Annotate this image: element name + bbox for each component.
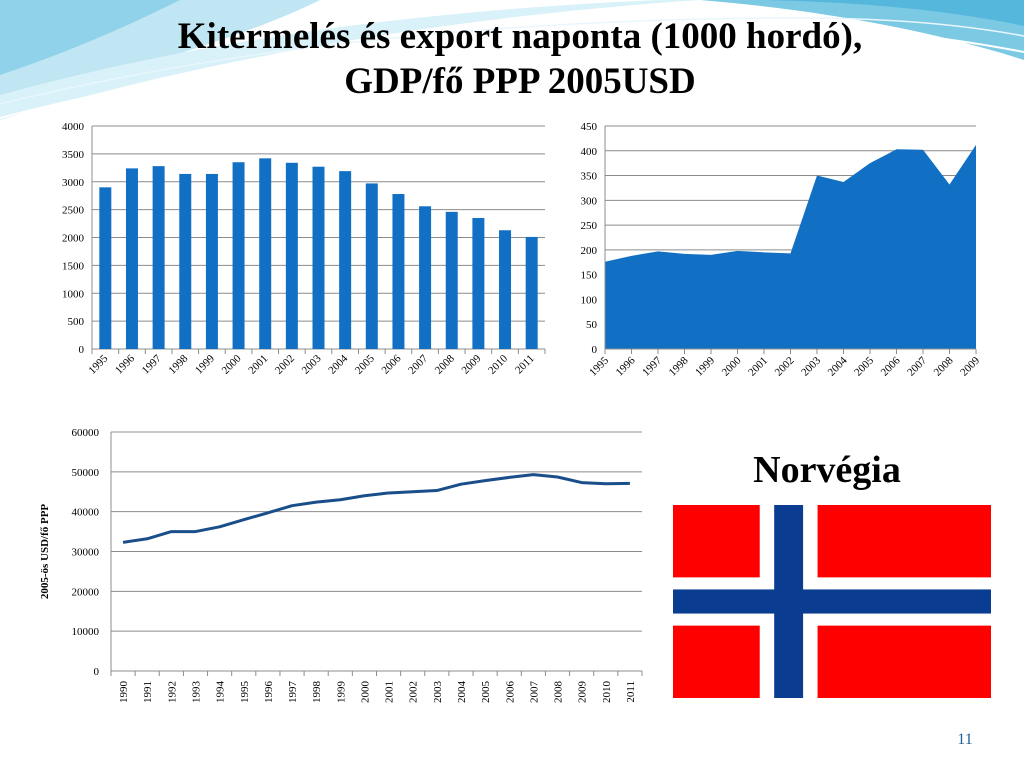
bar-chart-y-tick-label: 2000 xyxy=(62,233,85,245)
title-line-2: GDP/fő PPP 2005USD xyxy=(344,61,696,103)
bar xyxy=(125,168,138,349)
area-chart-y-tick-label: 150 xyxy=(581,270,598,282)
gdp-series-line xyxy=(122,473,630,544)
line-chart-y-axis-label: 2005-ös USD/fő PPP xyxy=(39,504,51,600)
area-series xyxy=(605,144,976,349)
line-chart-y-tick-label: 60000 xyxy=(72,427,100,439)
line-chart-x-tick-label: 1994 xyxy=(215,681,227,704)
bar xyxy=(525,236,538,349)
bar xyxy=(419,206,432,349)
bar xyxy=(339,171,352,349)
bar xyxy=(445,211,458,349)
line-chart-x-tick-label: 1996 xyxy=(263,681,275,704)
bar xyxy=(179,173,192,349)
line-chart-x-tick-label: 2009 xyxy=(577,681,589,704)
line-chart-x-tick-label: 1991 xyxy=(142,681,154,703)
bar xyxy=(472,217,485,349)
bar-chart-y-tick-label: 0 xyxy=(79,344,85,356)
line-chart-x-tick-label: 2008 xyxy=(553,681,565,704)
bar xyxy=(152,166,165,349)
bar xyxy=(392,194,405,349)
line-chart-y-tick-label: 30000 xyxy=(72,547,100,559)
line-chart-x-tick-label: 1992 xyxy=(166,681,178,703)
line-chart-x-tick-label: 2004 xyxy=(456,681,468,704)
line-chart-x-tick-label: 2002 xyxy=(408,681,420,703)
line-chart-y-tick-label: 0 xyxy=(94,666,100,678)
bar xyxy=(259,158,272,349)
line-chart-x-tick-label: 2010 xyxy=(601,681,613,704)
line-chart-y-tick-label: 20000 xyxy=(72,586,100,598)
slide-title: Kitermelés és export naponta (1000 hordó… xyxy=(60,14,980,104)
title-line-1: Kitermelés és export naponta (1000 hordó… xyxy=(177,16,863,57)
bar xyxy=(312,166,325,349)
bar xyxy=(499,230,512,349)
bar-chart-y-tick-label: 3000 xyxy=(62,177,85,189)
area-chart-y-tick-label: 300 xyxy=(581,195,598,207)
bar xyxy=(285,162,298,349)
bar xyxy=(365,183,378,349)
bar-chart-y-tick-label: 1500 xyxy=(62,260,85,272)
line-chart-x-tick-label: 2006 xyxy=(504,681,516,704)
line-chart-x-tick-label: 1999 xyxy=(335,681,347,704)
line-chart-y-tick-label: 40000 xyxy=(72,507,100,519)
line-chart-x-tick-label: 2003 xyxy=(432,681,444,704)
bar-chart-y-tick-label: 2500 xyxy=(62,205,85,217)
line-chart-x-tick-label: 2011 xyxy=(625,681,637,703)
bar xyxy=(232,162,245,349)
country-name: Norvégia xyxy=(753,449,901,491)
bar xyxy=(99,187,112,349)
line-chart-x-tick-label: 2001 xyxy=(384,681,396,703)
line-chart-x-tick-label: 2005 xyxy=(480,681,492,704)
area-chart-y-tick-label: 400 xyxy=(581,146,598,158)
line-chart-x-tick-label: 1993 xyxy=(190,681,202,704)
bar-chart-y-tick-label: 500 xyxy=(68,316,85,328)
bar-chart-y-tick-label: 1000 xyxy=(62,288,85,300)
line-chart-x-tick-label: 1998 xyxy=(311,681,323,704)
line-chart-x-tick-label: 1990 xyxy=(118,681,130,704)
area-chart-y-tick-label: 200 xyxy=(581,245,598,257)
bar-chart-y-tick-label: 4000 xyxy=(62,121,85,133)
bar-chart-y-tick-label: 3500 xyxy=(62,149,85,161)
bar xyxy=(205,173,218,349)
area-chart-y-tick-label: 450 xyxy=(581,121,598,133)
line-chart-x-tick-label: 1997 xyxy=(287,681,299,704)
line-chart-y-tick-label: 50000 xyxy=(72,467,100,479)
line-chart-y-tick-label: 10000 xyxy=(72,626,100,638)
page-number: 11 xyxy=(957,731,973,748)
area-chart-y-tick-label: 0 xyxy=(592,344,598,356)
area-chart-y-tick-label: 50 xyxy=(586,319,598,331)
line-chart-x-tick-label: 2007 xyxy=(528,681,540,704)
area-chart-y-tick-label: 350 xyxy=(581,171,598,183)
line-chart-x-tick-label: 1995 xyxy=(239,681,251,704)
area-chart-y-tick-label: 100 xyxy=(581,294,598,306)
norway-flag-icon xyxy=(673,505,991,698)
area-chart-y-tick-label: 250 xyxy=(581,220,598,232)
line-chart-x-tick-label: 2000 xyxy=(359,681,371,704)
